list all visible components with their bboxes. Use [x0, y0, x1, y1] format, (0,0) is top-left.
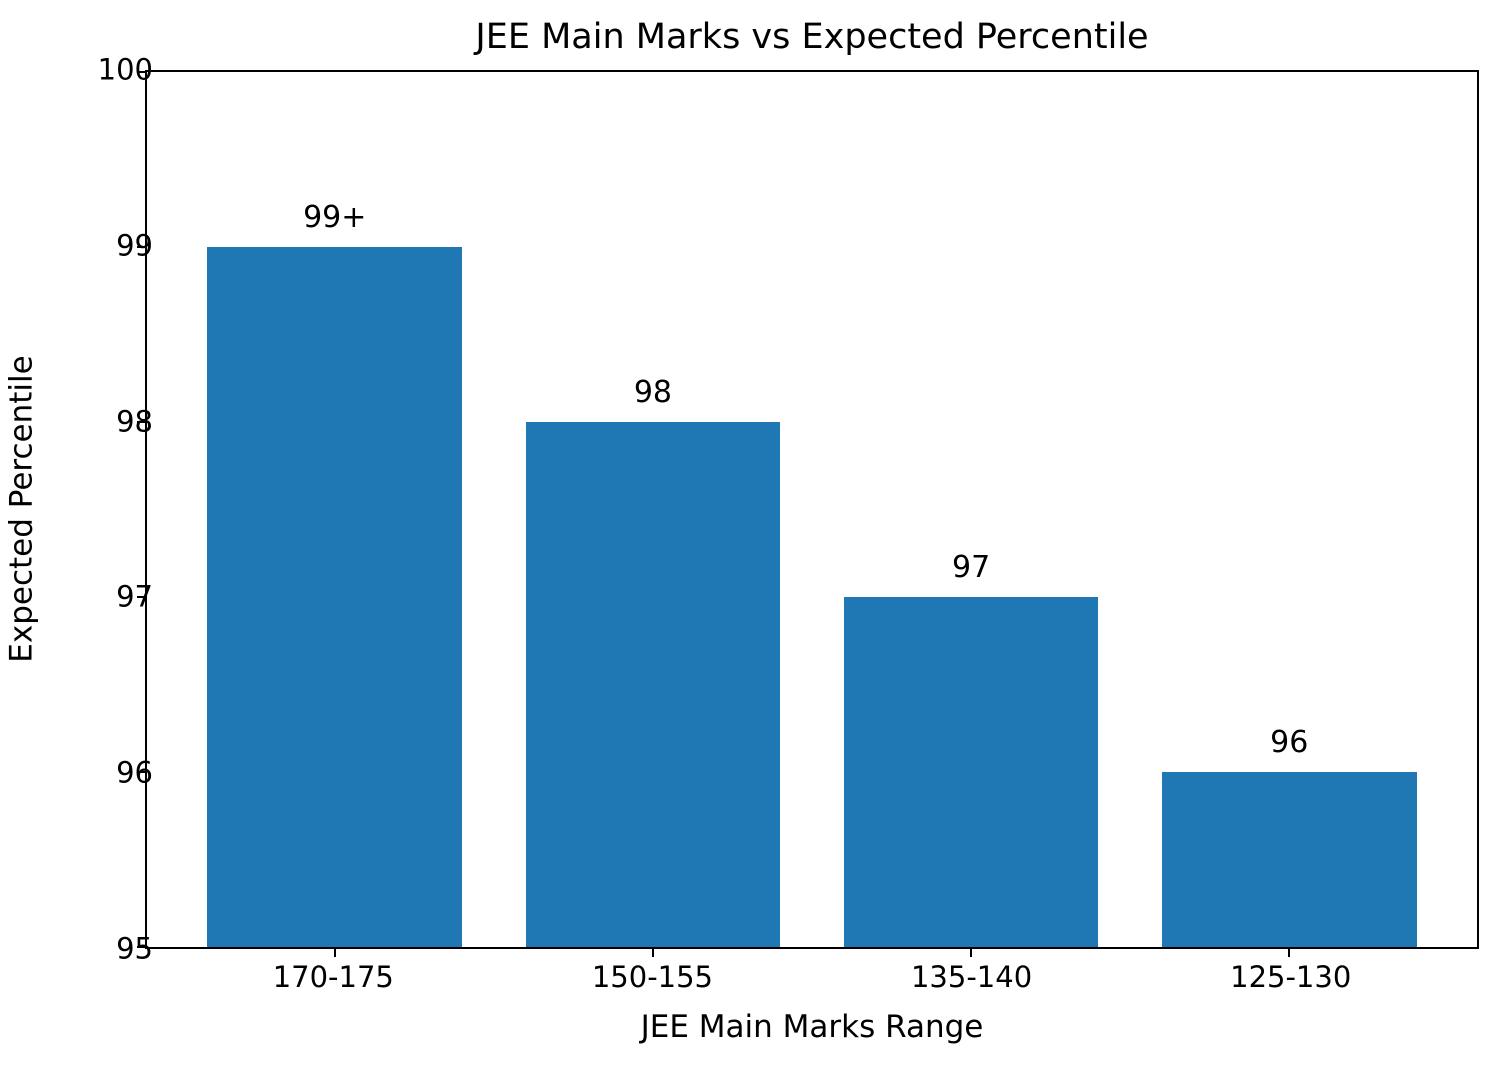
plot-area: 99+ 98 97 96 [137, 70, 1479, 957]
bars-layer: 99+ 98 97 96 [147, 72, 1477, 947]
y-axis-tick [137, 421, 147, 423]
x-tick-label: 135-140 [910, 960, 1033, 994]
y-axis-tick [137, 946, 147, 948]
y-tick-label: 98 [116, 404, 153, 439]
x-tick-label: 150-155 [591, 960, 714, 994]
bar-170-175 [207, 247, 462, 947]
y-tick-label: 97 [116, 579, 153, 614]
bar-150-155 [525, 422, 781, 947]
x-axis-tick [333, 947, 336, 957]
bar-135-140 [843, 597, 1099, 947]
bar-value-label: 97 [951, 550, 991, 585]
y-tick-label: 95 [116, 931, 153, 966]
bar-125-130 [1162, 772, 1417, 947]
x-axis-tick [970, 947, 973, 957]
y-axis-tick [137, 246, 147, 248]
chart-title: JEE Main Marks vs Expected Percentile [475, 17, 1149, 57]
x-axis-tick [1288, 947, 1291, 957]
x-axis-tick [651, 947, 654, 957]
y-axis-tick [137, 596, 147, 598]
y-axis-tick [137, 771, 147, 773]
y-tick-label: 96 [116, 755, 153, 790]
y-axis-tick [137, 71, 147, 73]
bar-value-label: 98 [633, 375, 672, 410]
y-axis-label: Expected Percentile [3, 355, 40, 663]
bar-value-label: 99+ [303, 200, 367, 235]
bar-value-label: 96 [1270, 725, 1309, 760]
x-tick-label: 125-130 [1230, 960, 1352, 994]
x-tick-label: 170-175 [272, 960, 394, 994]
y-tick-label: 99 [116, 228, 153, 263]
x-axis-label: JEE Main Marks Range [640, 1009, 984, 1045]
y-tick-label: 100 [97, 52, 153, 87]
